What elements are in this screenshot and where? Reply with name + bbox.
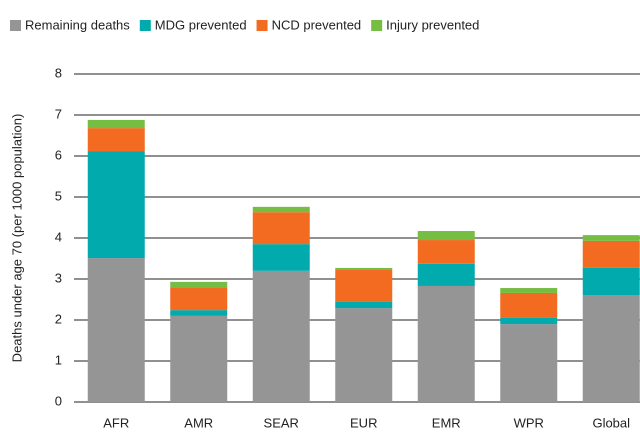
- bar-segment: [417, 263, 475, 286]
- legend-swatch: [371, 20, 383, 31]
- bar-segment: [582, 267, 640, 295]
- x-tick-label: AMR: [184, 415, 213, 430]
- y-tick-label: 8: [55, 65, 62, 80]
- legend-label: Injury prevented: [386, 17, 479, 32]
- bar-segment: [170, 310, 228, 316]
- legend-label: NCD prevented: [272, 17, 362, 32]
- bar-segment: [500, 288, 558, 293]
- bar-segment: [417, 240, 475, 264]
- bar-segment: [252, 212, 310, 245]
- bar-segment: [500, 324, 558, 402]
- y-tick-label: 0: [55, 393, 62, 408]
- legend-label: Remaining deaths: [25, 17, 130, 32]
- y-tick-label: 7: [55, 106, 62, 121]
- bar-segment: [335, 267, 393, 270]
- bar-segment: [335, 269, 393, 302]
- x-tick-label: EUR: [350, 415, 377, 430]
- legend-swatch: [256, 20, 268, 31]
- bar-segment: [87, 119, 145, 129]
- bar-segment: [252, 270, 310, 402]
- x-tick-label: EMR: [432, 415, 461, 430]
- bar-segment: [170, 288, 228, 311]
- bar-segment: [87, 258, 145, 402]
- x-tick-label: AFR: [103, 415, 129, 430]
- bar-segment: [335, 301, 393, 309]
- bar-segment: [500, 317, 558, 325]
- y-tick-label: 6: [55, 147, 62, 162]
- legend-label: MDG prevented: [155, 17, 247, 32]
- bar-segment: [252, 206, 310, 213]
- bar-segment: [582, 240, 640, 268]
- x-tick-label: SEAR: [264, 415, 299, 430]
- bar-segment: [582, 235, 640, 241]
- bar-segment: [87, 151, 145, 259]
- bar-segment: [170, 315, 228, 402]
- bar-segment: [335, 308, 393, 402]
- y-tick-label: 1: [55, 352, 62, 367]
- legend-swatch: [139, 20, 151, 31]
- bar-segment: [417, 285, 475, 402]
- bar-segment: [582, 294, 640, 402]
- x-tick-label: Global: [592, 415, 630, 430]
- y-tick-label: 2: [55, 311, 62, 326]
- bar-segment: [417, 231, 475, 241]
- y-tick-label: 3: [55, 270, 62, 285]
- legend-swatch: [10, 20, 21, 31]
- bar-segment: [170, 281, 228, 289]
- bar-segment: [252, 244, 310, 271]
- bar-segment: [87, 128, 145, 152]
- bar-segment: [500, 292, 558, 318]
- y-axis-label: Deaths under age 70 (per 1000 population…: [9, 114, 24, 363]
- x-tick-label: WPR: [514, 415, 544, 430]
- y-tick-label: 5: [55, 188, 62, 203]
- y-tick-label: 4: [55, 229, 62, 244]
